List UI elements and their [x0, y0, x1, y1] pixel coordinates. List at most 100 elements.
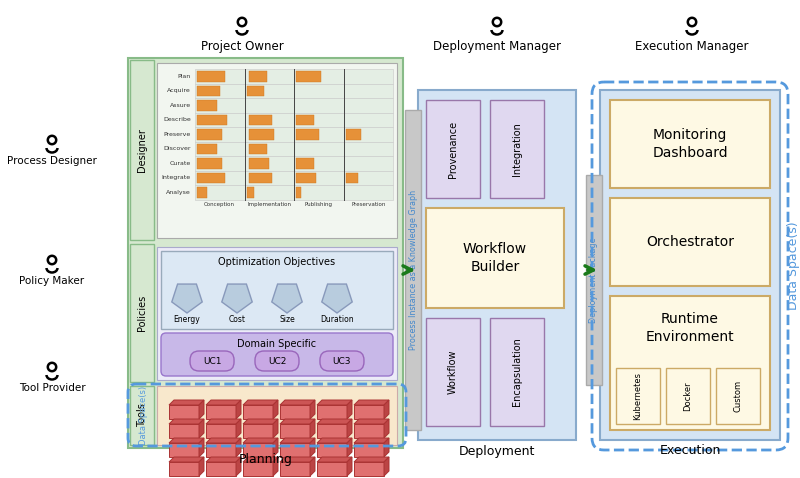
Text: Provenance: Provenance [448, 120, 458, 177]
Text: Workflow: Workflow [448, 350, 458, 394]
FancyBboxPatch shape [245, 127, 294, 141]
FancyBboxPatch shape [426, 208, 564, 308]
FancyBboxPatch shape [198, 100, 218, 110]
Polygon shape [169, 400, 204, 405]
Polygon shape [236, 457, 241, 476]
Polygon shape [243, 400, 278, 405]
Polygon shape [280, 457, 315, 462]
Text: Custom: Custom [734, 380, 742, 412]
Polygon shape [354, 400, 389, 405]
Text: Plan: Plan [178, 74, 191, 79]
FancyBboxPatch shape [250, 129, 274, 140]
Polygon shape [273, 400, 278, 419]
Text: Process Designer: Process Designer [7, 156, 97, 166]
Polygon shape [280, 400, 315, 405]
FancyBboxPatch shape [157, 247, 397, 380]
FancyBboxPatch shape [343, 156, 393, 171]
FancyBboxPatch shape [195, 84, 245, 98]
Text: Designer: Designer [137, 128, 147, 172]
FancyBboxPatch shape [157, 386, 397, 445]
Polygon shape [347, 419, 352, 438]
Text: Runtime
Environment: Runtime Environment [646, 312, 734, 344]
Polygon shape [384, 457, 389, 476]
Polygon shape [206, 462, 236, 476]
FancyBboxPatch shape [198, 115, 227, 125]
Text: Energy: Energy [174, 315, 200, 324]
Polygon shape [199, 400, 204, 419]
FancyBboxPatch shape [297, 158, 314, 169]
FancyBboxPatch shape [245, 141, 294, 156]
Text: Cost: Cost [229, 315, 246, 324]
Polygon shape [169, 462, 199, 476]
FancyBboxPatch shape [343, 185, 393, 199]
FancyBboxPatch shape [130, 386, 154, 445]
Text: Docker: Docker [683, 381, 693, 411]
Text: Discover: Discover [163, 146, 191, 151]
FancyBboxPatch shape [405, 110, 421, 430]
Polygon shape [169, 457, 204, 462]
Polygon shape [206, 443, 236, 457]
Polygon shape [317, 419, 352, 424]
Polygon shape [206, 424, 236, 438]
Polygon shape [273, 438, 278, 457]
FancyBboxPatch shape [195, 98, 245, 112]
FancyBboxPatch shape [490, 318, 544, 426]
FancyBboxPatch shape [297, 129, 318, 140]
Polygon shape [347, 457, 352, 476]
Text: Analyse: Analyse [166, 190, 191, 195]
Polygon shape [206, 419, 241, 424]
Polygon shape [280, 405, 310, 419]
FancyBboxPatch shape [198, 187, 207, 197]
FancyBboxPatch shape [198, 71, 225, 82]
FancyBboxPatch shape [294, 112, 343, 127]
FancyBboxPatch shape [195, 69, 245, 84]
Text: Policies: Policies [137, 295, 147, 331]
Polygon shape [310, 457, 315, 476]
Polygon shape [169, 405, 199, 419]
FancyBboxPatch shape [616, 368, 660, 424]
FancyBboxPatch shape [250, 143, 266, 154]
Polygon shape [317, 457, 352, 462]
Text: Optimization Objectives: Optimization Objectives [218, 257, 335, 267]
Text: Data Space(s): Data Space(s) [139, 385, 149, 445]
FancyBboxPatch shape [343, 127, 393, 141]
FancyBboxPatch shape [161, 333, 393, 376]
Polygon shape [199, 438, 204, 457]
FancyBboxPatch shape [294, 69, 343, 84]
Text: Monitoring
Dashboard: Monitoring Dashboard [652, 129, 728, 160]
FancyBboxPatch shape [610, 198, 770, 286]
FancyBboxPatch shape [343, 112, 393, 127]
Polygon shape [354, 405, 384, 419]
FancyBboxPatch shape [716, 368, 760, 424]
Text: Execution: Execution [659, 445, 721, 457]
Polygon shape [354, 443, 384, 457]
Polygon shape [243, 457, 278, 462]
FancyBboxPatch shape [343, 98, 393, 112]
Polygon shape [236, 438, 241, 457]
Text: Execution Manager: Execution Manager [635, 40, 749, 53]
Text: Data Space(s): Data Space(s) [786, 222, 799, 310]
Text: Deployment Package: Deployment Package [590, 237, 598, 323]
Polygon shape [243, 419, 278, 424]
Polygon shape [280, 462, 310, 476]
Polygon shape [317, 438, 352, 443]
Text: Workflow
Builder: Workflow Builder [463, 242, 527, 273]
Text: Integrate: Integrate [162, 175, 191, 180]
Polygon shape [236, 400, 241, 419]
Polygon shape [280, 424, 310, 438]
Polygon shape [236, 419, 241, 438]
Text: Integration: Integration [512, 122, 522, 176]
Text: Preservation: Preservation [351, 202, 386, 207]
Polygon shape [384, 438, 389, 457]
Polygon shape [169, 443, 199, 457]
Text: Domain Specific: Domain Specific [238, 339, 317, 349]
FancyBboxPatch shape [198, 143, 218, 154]
FancyBboxPatch shape [297, 71, 322, 82]
Polygon shape [347, 400, 352, 419]
Text: Encapsulation: Encapsulation [512, 337, 522, 406]
Text: Preserve: Preserve [164, 132, 191, 137]
FancyBboxPatch shape [195, 141, 245, 156]
FancyBboxPatch shape [245, 84, 294, 98]
Polygon shape [206, 405, 236, 419]
Text: Tool Provider: Tool Provider [18, 383, 86, 393]
